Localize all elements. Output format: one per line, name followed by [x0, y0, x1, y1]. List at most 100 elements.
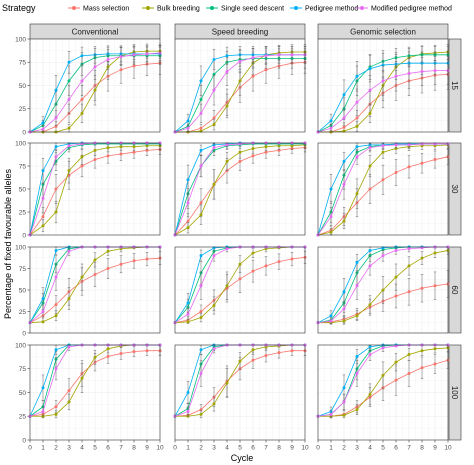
data-point [119, 352, 123, 356]
data-point [342, 413, 346, 417]
data-point [67, 126, 71, 130]
data-point [407, 290, 411, 294]
data-point [407, 264, 411, 268]
series-mass-selection [28, 144, 162, 237]
panel-conventional-15 [28, 38, 162, 134]
data-point [355, 155, 359, 159]
x-tick-label: 9 [433, 445, 437, 452]
panel-genomic-selection-30 [316, 142, 450, 237]
data-point [67, 60, 71, 64]
data-point [132, 259, 136, 263]
y-tick-label: 50 [19, 83, 27, 90]
data-point [106, 249, 110, 253]
data-point [264, 264, 268, 268]
data-point [407, 143, 411, 147]
data-point [342, 182, 346, 186]
data-point [41, 224, 45, 228]
data-point [67, 169, 71, 173]
data-point [355, 100, 359, 104]
panel-genomic-selection-15 [316, 38, 450, 134]
data-point [225, 284, 229, 288]
legend-item-bulk-breeding: Bulk breeding [142, 6, 200, 13]
legend-key-point [360, 6, 364, 10]
data-point [355, 145, 359, 149]
data-point [54, 348, 58, 352]
panel-border [317, 246, 449, 334]
x-tick-label: 5 [238, 445, 242, 452]
data-point [186, 126, 190, 130]
data-point [329, 412, 333, 416]
data-point [433, 158, 437, 162]
legend-title: Strategy [2, 3, 36, 13]
column-strip-label: Conventional [72, 28, 119, 37]
data-point [277, 53, 281, 57]
x-tick-label: 9 [145, 445, 149, 452]
x-tick-label: 3 [67, 445, 71, 452]
x-tick-label: 3 [212, 445, 216, 452]
data-point [80, 79, 84, 83]
data-point [80, 376, 84, 380]
data-point [355, 354, 359, 358]
data-point [355, 314, 359, 318]
data-point [420, 286, 424, 290]
data-point [238, 359, 242, 363]
panel-border [174, 38, 306, 133]
panel-conventional-60 [28, 245, 162, 334]
data-point [342, 307, 346, 311]
data-point [251, 269, 255, 273]
data-point [368, 345, 372, 349]
data-point [381, 346, 385, 350]
data-point [381, 178, 385, 182]
data-point [264, 145, 268, 149]
data-point [368, 88, 372, 92]
data-point [407, 372, 411, 375]
data-point [80, 164, 84, 168]
data-point [41, 169, 45, 173]
data-point [119, 68, 123, 72]
data-point [251, 147, 255, 151]
row-strip-label: 60 [450, 286, 459, 295]
data-point [54, 303, 58, 307]
data-point [225, 70, 229, 74]
data-point [355, 124, 359, 128]
data-point [368, 248, 372, 252]
data-point [368, 187, 372, 191]
series-modified-pedigree-method [316, 245, 450, 325]
data-point [420, 366, 424, 370]
data-point [433, 362, 437, 366]
y-axis-row-30: 0 25 50 75 100 [15, 140, 30, 239]
x-tick-label: 8 [420, 445, 424, 452]
data-point [186, 301, 190, 305]
data-point [329, 314, 333, 318]
data-point [199, 408, 203, 412]
y-tick-label: 50 [19, 186, 27, 193]
data-point [199, 148, 203, 152]
data-point [355, 284, 359, 288]
data-point [93, 258, 97, 262]
panel-border [317, 142, 449, 236]
legend-item-mass-selection: Mass selection [68, 6, 129, 13]
panel-genomic-selection-60 [316, 245, 450, 334]
panel-border [29, 246, 161, 334]
data-point [225, 247, 229, 251]
data-point [119, 262, 123, 266]
row-strip-100: 100 [448, 344, 462, 441]
data-point [264, 54, 268, 58]
data-point [433, 284, 437, 288]
data-point [355, 408, 359, 412]
data-point [106, 354, 110, 358]
data-point [132, 150, 136, 154]
x-tick-label: 1 [329, 445, 333, 452]
data-point [212, 146, 216, 150]
x-tick-label: 5 [93, 445, 97, 452]
x-tick-label: 7 [407, 445, 411, 452]
row-strip-label: 100 [450, 386, 459, 400]
panel-border [317, 344, 449, 441]
data-point [225, 159, 229, 163]
panel-speed-breeding-30 [173, 141, 307, 237]
x-tick-label: 6 [106, 445, 110, 452]
x-tick-label: 8 [277, 445, 281, 452]
data-point [342, 386, 346, 390]
x-tick-label: 6 [251, 445, 255, 452]
data-point [290, 53, 294, 57]
